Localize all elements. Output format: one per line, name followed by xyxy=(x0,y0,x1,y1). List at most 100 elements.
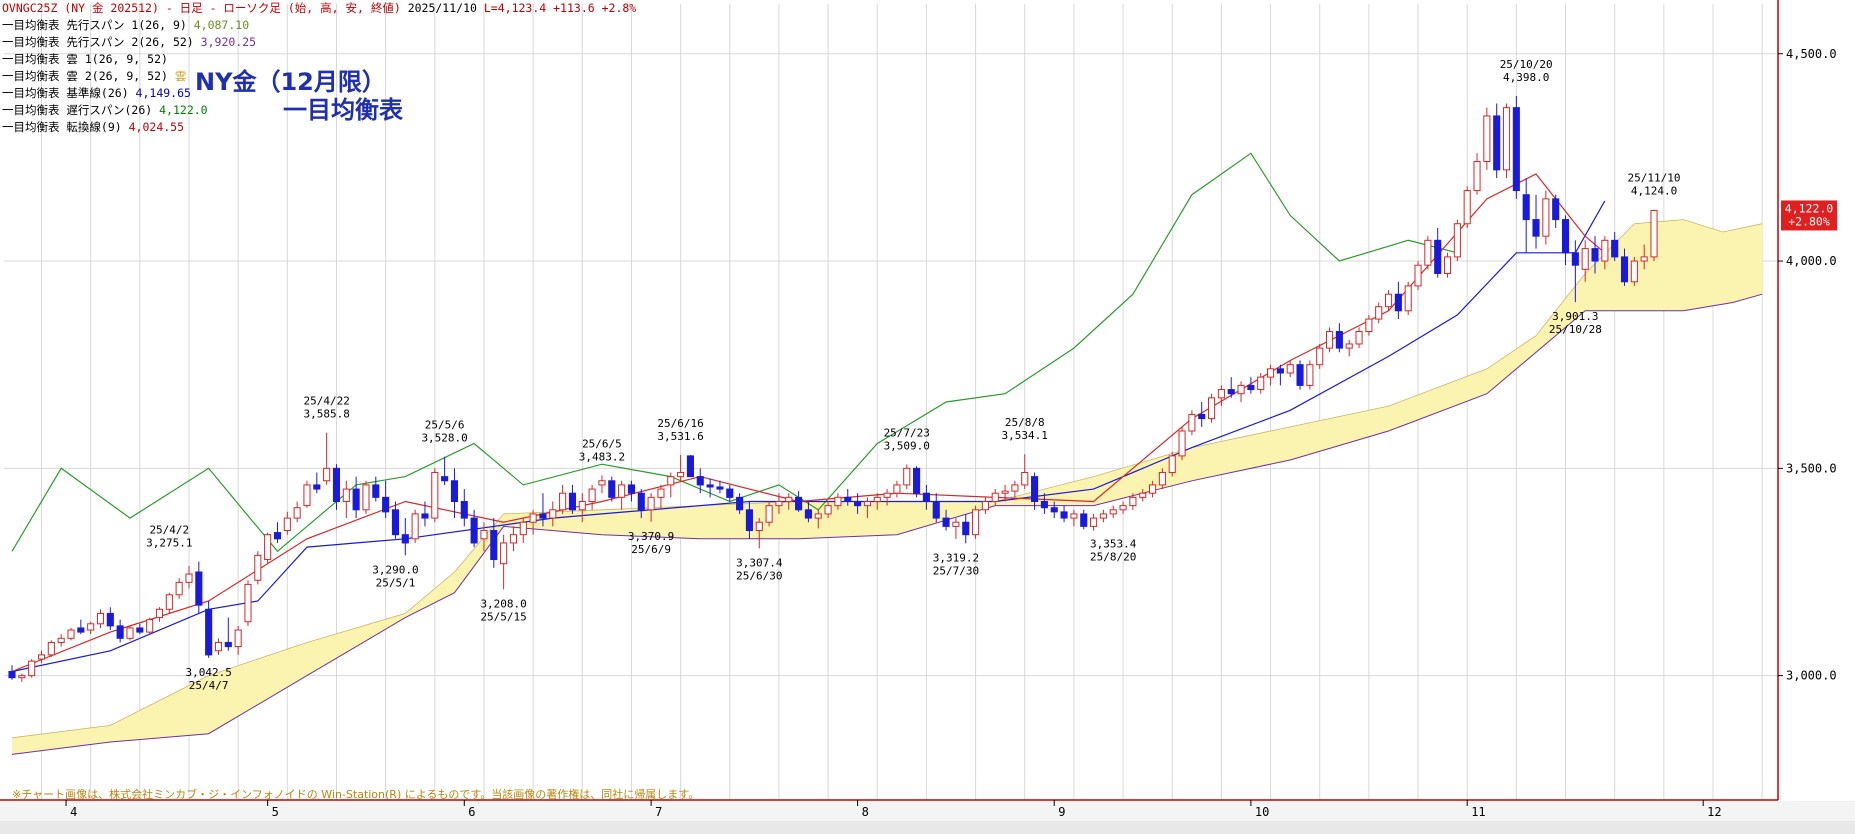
annotation-date: 25/10/20 xyxy=(1500,58,1553,71)
candle xyxy=(785,493,793,510)
candle xyxy=(942,509,950,531)
candle xyxy=(1335,323,1343,353)
annotation-date: 25/4/22 xyxy=(303,395,349,408)
annotation-date: 25/4/2 xyxy=(149,524,189,537)
candle-body-up xyxy=(775,501,783,507)
candle-body-down xyxy=(401,534,409,544)
candle-body-down xyxy=(1060,511,1068,519)
candle xyxy=(293,501,301,523)
candle-body-up xyxy=(185,573,193,583)
candle xyxy=(1620,248,1629,286)
candle xyxy=(205,601,213,658)
candle-body-up xyxy=(1119,505,1127,511)
candle-body-up xyxy=(303,484,311,507)
candle xyxy=(509,526,518,552)
candle-body-down xyxy=(1227,389,1235,395)
candle xyxy=(264,532,272,564)
annotation-value: 3,531.6 xyxy=(657,430,703,443)
candle xyxy=(1502,103,1511,179)
annotation-date: 25/5/1 xyxy=(376,576,416,589)
candle xyxy=(8,665,16,680)
candle xyxy=(1443,252,1452,278)
indicator-legend: OVNGC25Z (NY 金 202512) - 日足 - ローソク足 (始, … xyxy=(2,0,636,136)
candle-body-up xyxy=(1424,239,1432,266)
candle-body-down xyxy=(627,484,635,494)
candle-body-down xyxy=(736,496,744,511)
candle-body-down xyxy=(77,627,85,633)
candle-body-down xyxy=(391,509,400,536)
candle-body-up xyxy=(991,492,999,503)
candle-body-up xyxy=(214,641,223,652)
candle-body-down xyxy=(1552,198,1560,221)
candle-body-up xyxy=(1345,343,1353,349)
candle xyxy=(647,493,655,522)
annotation-value: 3,042.5 xyxy=(185,666,231,679)
candle-body-down xyxy=(1335,331,1343,349)
candle xyxy=(57,634,65,647)
annotation-date: 25/5/15 xyxy=(480,610,526,623)
candle-body-up xyxy=(362,484,370,511)
annotation: 25/7/233,509.0 xyxy=(884,427,930,453)
candle xyxy=(1375,302,1383,324)
cloud-segment xyxy=(12,219,1763,755)
legend-value: 3,920.25 xyxy=(200,35,257,49)
candle-body-up xyxy=(67,629,75,639)
candle xyxy=(1178,426,1186,461)
candle xyxy=(804,501,812,523)
candle-body-up xyxy=(657,488,665,498)
candle-body-up xyxy=(578,501,586,511)
candle xyxy=(1031,472,1039,510)
candle xyxy=(1286,360,1294,378)
candle-body-up xyxy=(47,641,55,656)
candle xyxy=(1266,364,1275,386)
candle xyxy=(165,592,173,614)
candle-body-up xyxy=(1463,190,1471,225)
candle xyxy=(146,617,154,635)
candle xyxy=(77,619,85,635)
candle xyxy=(470,509,478,548)
candle-body-down xyxy=(844,496,852,502)
candle xyxy=(67,627,75,641)
candle-body-up xyxy=(1109,509,1117,515)
candle-body-down xyxy=(1591,248,1599,262)
candle xyxy=(981,497,989,514)
candle-body-up xyxy=(755,521,763,532)
annotation-date: 25/6/9 xyxy=(631,543,671,556)
annotation-date: 25/5/6 xyxy=(425,419,465,432)
annotation: 25/8/83,534.1 xyxy=(1002,416,1048,442)
candle xyxy=(1552,194,1560,228)
candle xyxy=(1080,509,1088,530)
candle xyxy=(96,609,105,628)
candle xyxy=(1316,343,1324,369)
candle xyxy=(136,623,144,635)
candle xyxy=(234,625,242,655)
candle-body-down xyxy=(706,484,714,488)
candle xyxy=(1414,261,1422,291)
candle-body-down xyxy=(1532,219,1540,237)
annotation-value: 3,585.8 xyxy=(303,408,349,421)
candle-body-up xyxy=(1542,198,1550,237)
candle-body-down xyxy=(1571,252,1579,266)
candle xyxy=(736,493,744,514)
candle xyxy=(1011,480,1019,498)
candle-body-up xyxy=(677,471,685,478)
candle-body-down xyxy=(1561,219,1570,254)
candle-body-down xyxy=(962,521,970,536)
candle xyxy=(637,489,645,519)
candle-body-up xyxy=(293,507,301,519)
candle xyxy=(873,493,881,510)
candle xyxy=(903,464,911,490)
annotation-date: 25/6/5 xyxy=(582,437,622,450)
candle xyxy=(1325,327,1334,353)
candle xyxy=(116,619,124,643)
candle-body-down xyxy=(922,492,930,503)
candle-body-up xyxy=(1266,368,1275,378)
candle xyxy=(1522,178,1530,253)
candle-body-down xyxy=(1434,239,1442,274)
candle xyxy=(1168,451,1176,477)
candle xyxy=(1394,281,1402,320)
candle-body-up xyxy=(1365,318,1373,333)
candle xyxy=(303,480,311,508)
candle xyxy=(1630,256,1638,286)
candle-body-up xyxy=(1325,331,1334,349)
